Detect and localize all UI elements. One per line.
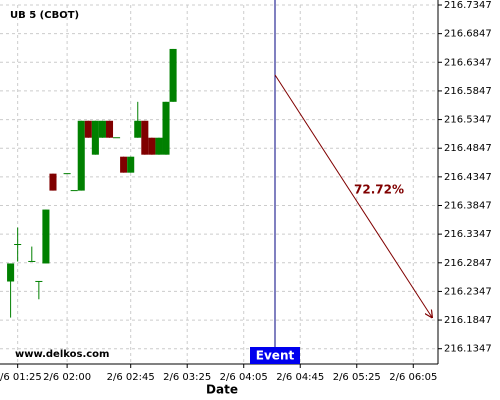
- y-tick-label: 216.2847: [444, 258, 492, 269]
- x-tick-label: 2/6 02:45: [107, 372, 155, 383]
- candle-body: [84, 120, 92, 138]
- y-tick-label: 216.1347: [444, 344, 492, 355]
- candle-body: [70, 190, 78, 192]
- x-tick-label: 2/6 01:25: [0, 372, 42, 383]
- candle-body: [105, 120, 114, 138]
- candle-body: [141, 120, 149, 155]
- event-label: Event: [256, 349, 295, 363]
- candle-body: [63, 173, 71, 175]
- candle-body: [127, 156, 135, 173]
- x-tick-label: 2/6 06:05: [389, 372, 437, 383]
- projection-label: 72.72%: [354, 183, 404, 197]
- candle-body: [134, 120, 142, 138]
- candle-body: [162, 101, 170, 155]
- x-tick-label: 2/6 05:25: [333, 372, 381, 383]
- candle-body: [155, 137, 163, 155]
- candle-body: [113, 137, 121, 139]
- y-tick-label: 216.2347: [444, 286, 492, 297]
- candle-body: [35, 280, 43, 282]
- candle-body: [98, 120, 106, 138]
- projection-arrow: [274, 74, 432, 317]
- y-tick-label: 216.6347: [444, 57, 492, 68]
- x-axis-label: Date: [206, 383, 238, 397]
- candle-body: [148, 137, 156, 155]
- y-tick-label: 216.1847: [444, 315, 492, 326]
- candle-body: [120, 156, 128, 173]
- y-tick-label: 216.3847: [444, 200, 492, 211]
- candle-body: [77, 120, 85, 191]
- y-tick-label: 216.4847: [444, 143, 492, 154]
- y-tick-label: 216.6847: [444, 29, 492, 40]
- y-tick-label: 216.4347: [444, 172, 492, 183]
- candle-body: [7, 263, 15, 282]
- chart-title: UB 5 (CBOT): [10, 10, 79, 21]
- y-tick-label: 216.5847: [444, 86, 492, 97]
- candle-body: [14, 244, 22, 246]
- candle-body: [91, 120, 99, 155]
- x-tick-label: 2/6 03:25: [163, 372, 211, 383]
- candle-body: [169, 48, 177, 102]
- candle-body: [49, 173, 57, 191]
- y-tick-label: 216.7347: [444, 0, 492, 11]
- candle-body: [42, 209, 50, 264]
- candle-body: [28, 260, 36, 262]
- y-tick-label: 216.3347: [444, 229, 492, 240]
- x-tick-label: 2/6 02:00: [43, 372, 91, 383]
- y-tick-label: 216.5347: [444, 115, 492, 126]
- event-box: [250, 347, 300, 364]
- x-tick-label: 2/6 04:45: [276, 372, 324, 383]
- watermark: www.delkos.com: [15, 349, 109, 360]
- x-tick-label: 2/6 04:05: [220, 372, 268, 383]
